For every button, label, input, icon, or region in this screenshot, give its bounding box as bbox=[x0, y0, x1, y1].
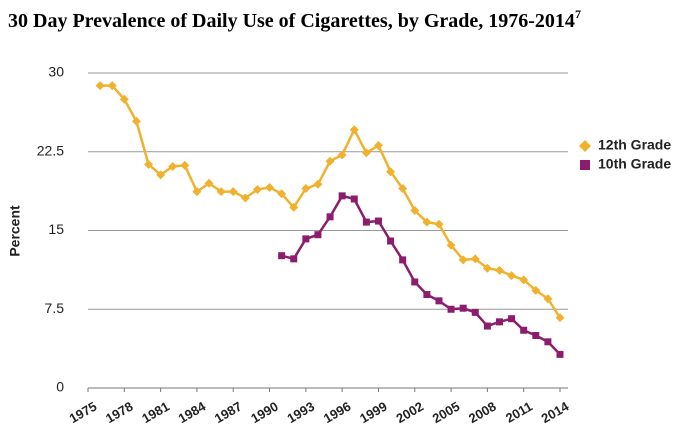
data-point bbox=[387, 237, 395, 245]
data-point bbox=[192, 187, 202, 197]
data-point bbox=[544, 338, 552, 346]
x-tick-label: 2002 bbox=[393, 399, 426, 426]
legend-marker bbox=[580, 160, 590, 170]
y-tick-label: 0 bbox=[56, 379, 64, 395]
y-tick-label: 22.5 bbox=[37, 142, 64, 158]
data-point bbox=[423, 291, 431, 299]
x-tick-label: 2005 bbox=[430, 399, 463, 426]
data-point bbox=[107, 81, 117, 91]
x-tick-label: 2011 bbox=[503, 399, 535, 426]
data-point bbox=[435, 297, 443, 305]
data-point bbox=[410, 206, 420, 216]
data-point bbox=[398, 184, 408, 193]
data-point bbox=[434, 219, 444, 229]
data-point bbox=[532, 332, 540, 339]
x-tick-label: 1990 bbox=[248, 399, 281, 426]
legend-item: 10th Grade bbox=[580, 156, 671, 172]
data-point bbox=[314, 231, 322, 239]
legend-item: 12th Grade bbox=[579, 137, 671, 153]
data-point bbox=[543, 294, 553, 304]
data-point bbox=[458, 255, 468, 265]
data-point bbox=[228, 187, 238, 197]
data-point bbox=[447, 305, 455, 313]
data-point bbox=[302, 235, 310, 243]
data-point bbox=[252, 185, 262, 195]
data-point bbox=[289, 202, 299, 212]
data-point bbox=[265, 182, 275, 192]
data-point bbox=[494, 265, 504, 275]
data-point bbox=[422, 217, 432, 227]
x-tick-label: 1984 bbox=[176, 398, 209, 426]
data-point bbox=[411, 278, 419, 286]
data-point bbox=[240, 193, 250, 203]
x-tick-label: 1978 bbox=[103, 399, 136, 426]
data-point bbox=[373, 140, 383, 150]
y-tick-label: 30 bbox=[48, 64, 64, 80]
data-point bbox=[204, 178, 214, 188]
x-tick-label: 1996 bbox=[321, 399, 354, 426]
data-point bbox=[95, 81, 105, 91]
y-tick-label: 7.5 bbox=[45, 300, 65, 316]
data-point bbox=[168, 161, 178, 171]
title-superscript: 7 bbox=[575, 7, 581, 21]
data-point bbox=[313, 179, 323, 189]
data-point bbox=[350, 195, 358, 203]
x-tick-label: 2014 bbox=[539, 398, 572, 426]
data-point bbox=[131, 116, 141, 126]
data-point bbox=[144, 159, 154, 169]
x-tick-label: 2008 bbox=[466, 399, 499, 426]
data-point bbox=[180, 160, 190, 170]
data-point bbox=[399, 256, 407, 264]
x-tick-label: 1975 bbox=[67, 399, 100, 426]
legend-label: 10th Grade bbox=[598, 156, 671, 172]
series-line bbox=[281, 194, 561, 356]
data-point bbox=[482, 263, 492, 273]
data-point bbox=[361, 148, 371, 158]
legend-marker bbox=[579, 140, 591, 152]
data-point bbox=[495, 318, 503, 326]
x-tick-label: 1981 bbox=[139, 399, 172, 426]
data-point bbox=[556, 350, 564, 358]
title-text: 30 Day Prevalence of Daily Use of Cigare… bbox=[8, 10, 575, 32]
data-point bbox=[446, 240, 456, 250]
data-point bbox=[459, 304, 467, 312]
y-axis-label: Percent bbox=[7, 205, 23, 257]
data-point bbox=[374, 217, 382, 225]
data-point bbox=[119, 94, 129, 104]
data-point bbox=[337, 150, 347, 160]
data-point bbox=[325, 156, 335, 166]
data-point bbox=[277, 189, 287, 199]
data-point bbox=[216, 187, 226, 197]
data-point bbox=[507, 271, 517, 281]
data-point bbox=[520, 326, 528, 334]
data-point bbox=[470, 254, 480, 264]
series-line bbox=[100, 84, 562, 319]
x-tick-label: 1999 bbox=[357, 399, 390, 426]
data-point bbox=[508, 315, 516, 323]
data-point bbox=[483, 322, 491, 330]
x-tick-label: 1987 bbox=[212, 399, 245, 426]
data-point bbox=[290, 255, 298, 263]
data-point bbox=[386, 167, 396, 177]
data-point bbox=[349, 125, 359, 135]
data-point bbox=[301, 184, 311, 193]
data-point bbox=[326, 213, 334, 221]
data-point bbox=[278, 252, 286, 260]
data-point bbox=[362, 218, 370, 226]
chart-title: 30 Day Prevalence of Daily Use of Cigare… bbox=[8, 7, 581, 32]
data-point bbox=[471, 308, 479, 316]
data-point bbox=[519, 275, 529, 285]
data-point bbox=[555, 313, 565, 323]
x-tick-label: 1993 bbox=[285, 399, 318, 426]
data-point bbox=[156, 170, 166, 180]
y-tick-label: 15 bbox=[48, 221, 64, 237]
data-point bbox=[531, 285, 541, 295]
data-point bbox=[338, 192, 346, 200]
legend-label: 12th Grade bbox=[598, 137, 671, 153]
